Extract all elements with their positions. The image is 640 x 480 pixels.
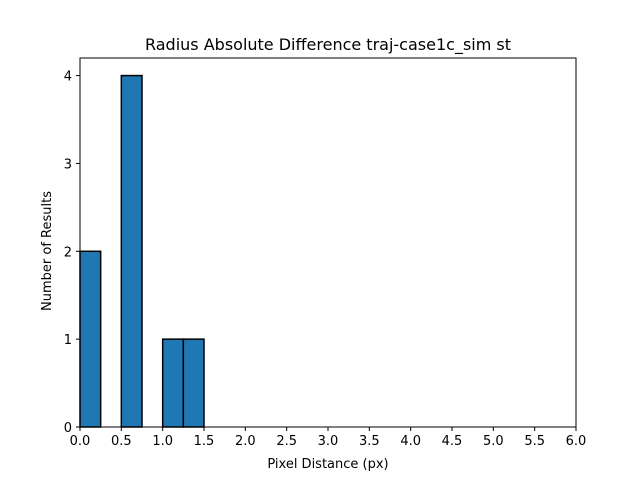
histogram-bar [120, 74, 143, 428]
x-tick-label: 3.5 [359, 434, 380, 449]
x-axis-label: Pixel Distance (px) [267, 457, 388, 472]
x-tick-label: 4.5 [442, 434, 463, 449]
y-tick-label: 1 [64, 333, 72, 348]
x-tick-label: 5.0 [483, 434, 504, 449]
histogram-bar [79, 250, 102, 428]
x-tick-label: 1.0 [152, 434, 173, 449]
x-tick-label: 1.5 [194, 434, 215, 449]
histogram-bar [182, 338, 205, 428]
plot-area-frame [79, 57, 577, 428]
x-tick-label: 6.0 [566, 434, 587, 449]
x-tick-label: 0.0 [70, 434, 91, 449]
x-tick-label: 2.0 [235, 434, 256, 449]
histogram-bar [161, 338, 185, 428]
y-axis-ticks: 0 1 2 3 4 [64, 70, 80, 436]
x-tick-label: 0.5 [111, 434, 132, 449]
y-tick-label: 4 [64, 70, 72, 85]
bars-layer [79, 74, 205, 428]
x-tick-label: 4.0 [400, 434, 421, 449]
chart-title: Radius Absolute Difference traj-case1c_s… [145, 35, 511, 55]
y-axis-label: Number of Results [40, 191, 55, 311]
y-tick-label: 0 [64, 421, 72, 436]
y-tick-label: 3 [64, 157, 72, 172]
x-tick-label: 2.5 [276, 434, 297, 449]
x-tick-label: 3.0 [318, 434, 339, 449]
x-axis-ticks: 0.0 0.5 1.0 1.5 2.0 2.5 3.0 3.5 4.0 4.5 5.0 5.5 6.0 [70, 427, 587, 449]
x-tick-label: 5.5 [524, 434, 545, 449]
y-tick-label: 2 [64, 245, 72, 260]
